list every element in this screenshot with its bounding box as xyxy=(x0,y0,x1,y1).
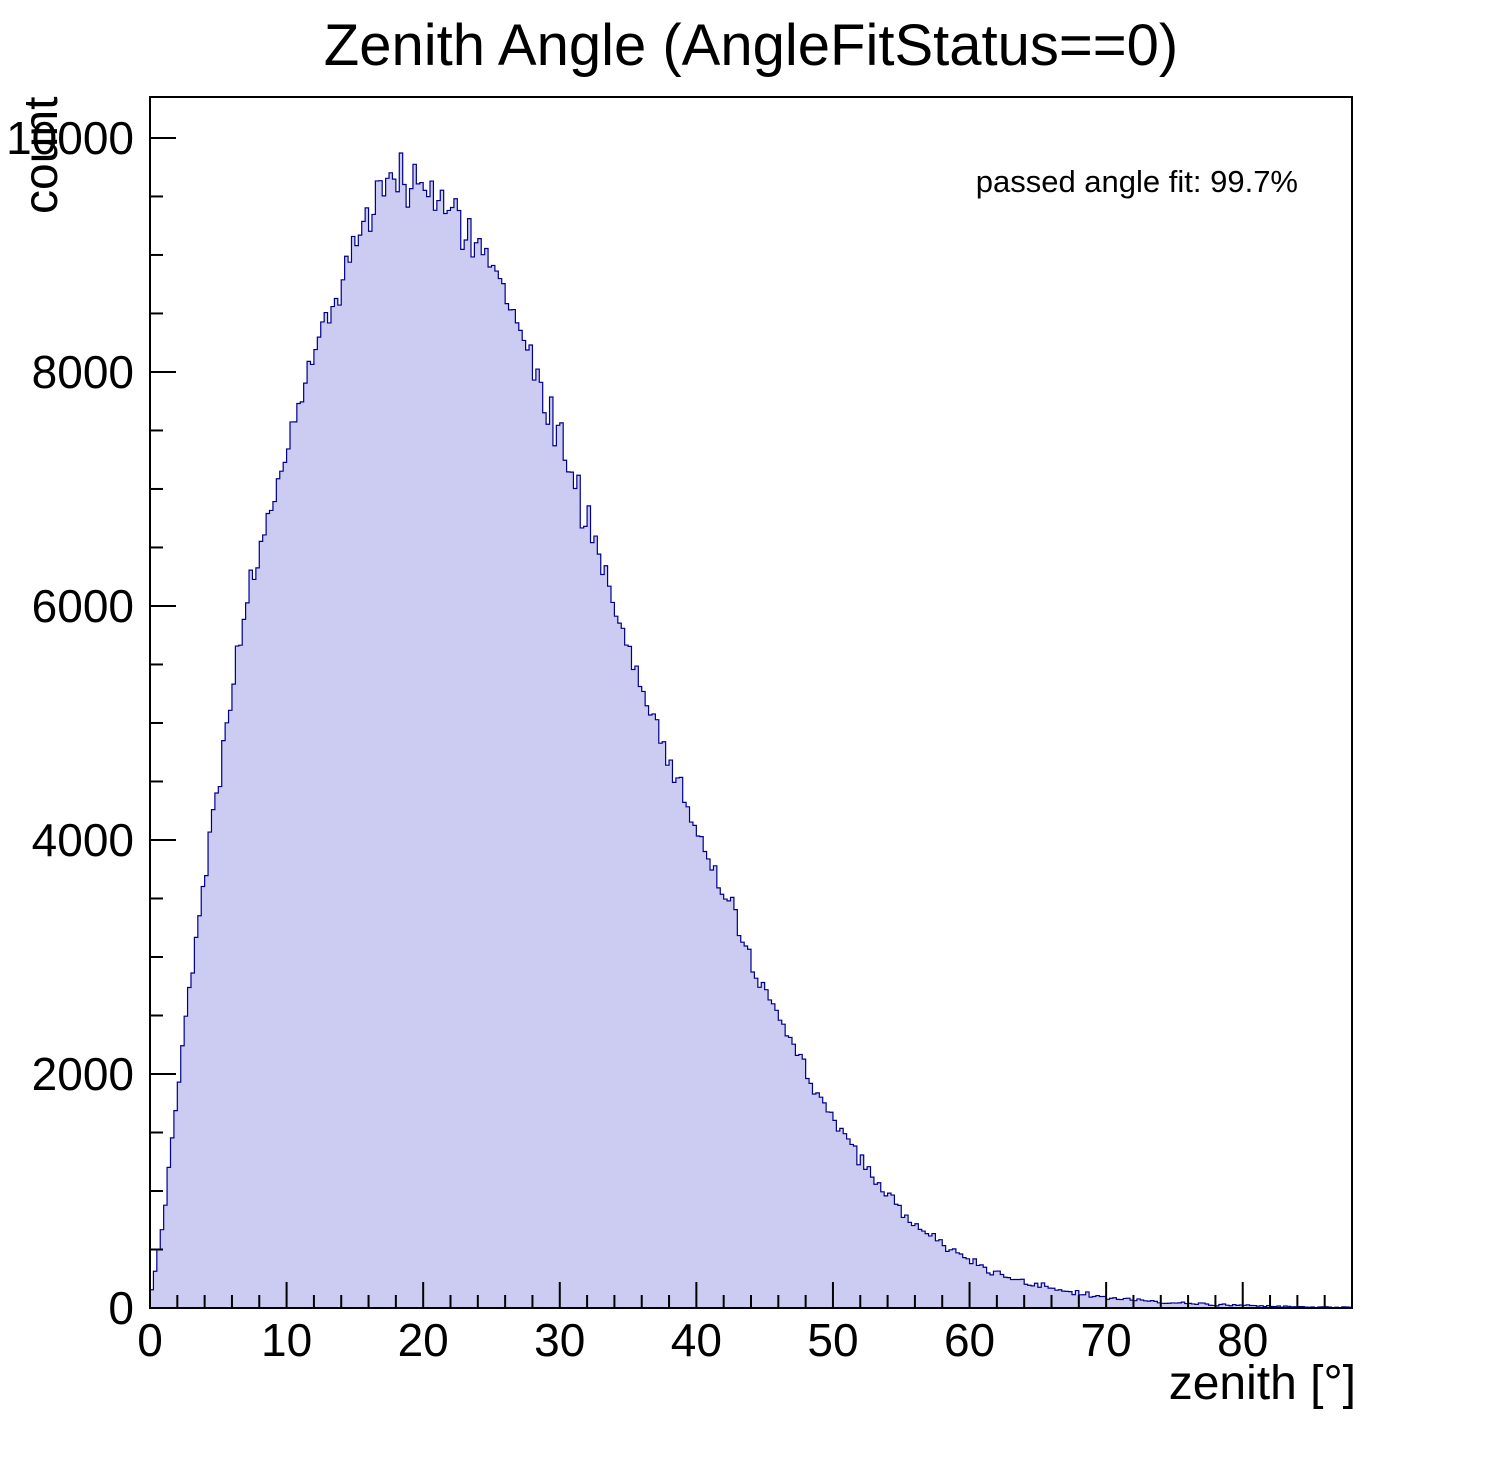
y-axis-ticks: 0 2000 4000 6000 8000 10000 xyxy=(6,112,176,1334)
y-tick-label: 8000 xyxy=(32,346,134,398)
y-tick-label: 10000 xyxy=(6,112,134,164)
x-tick-label: 50 xyxy=(807,1314,858,1366)
x-tick-label: 20 xyxy=(398,1314,449,1366)
x-tick-label: 30 xyxy=(534,1314,585,1366)
x-axis-ticks: 0 10 20 30 40 50 60 70 80 xyxy=(137,1282,1353,1366)
chart-title: Zenith Angle (AngleFitStatus==0) xyxy=(323,13,1179,78)
y-tick-label: 0 xyxy=(108,1282,134,1334)
x-tick-label: 60 xyxy=(944,1314,995,1366)
y-axis-title: count xyxy=(15,96,68,214)
x-tick-label: 0 xyxy=(137,1314,163,1366)
histogram-path xyxy=(149,152,1353,1309)
x-axis-title: zenith [°] xyxy=(1168,1357,1356,1410)
x-tick-label: 70 xyxy=(1081,1314,1132,1366)
x-tick-label: 80 xyxy=(1217,1314,1268,1366)
passed-angle-fit-annotation: passed angle fit: 99.7% xyxy=(975,164,1298,199)
y-tick-label: 6000 xyxy=(32,580,134,632)
x-tick-label: 40 xyxy=(671,1314,722,1366)
x-tick-label: 10 xyxy=(261,1314,312,1366)
y-tick-label: 2000 xyxy=(32,1048,134,1100)
y-tick-label: 4000 xyxy=(32,814,134,866)
histogram-series xyxy=(149,152,1353,1309)
